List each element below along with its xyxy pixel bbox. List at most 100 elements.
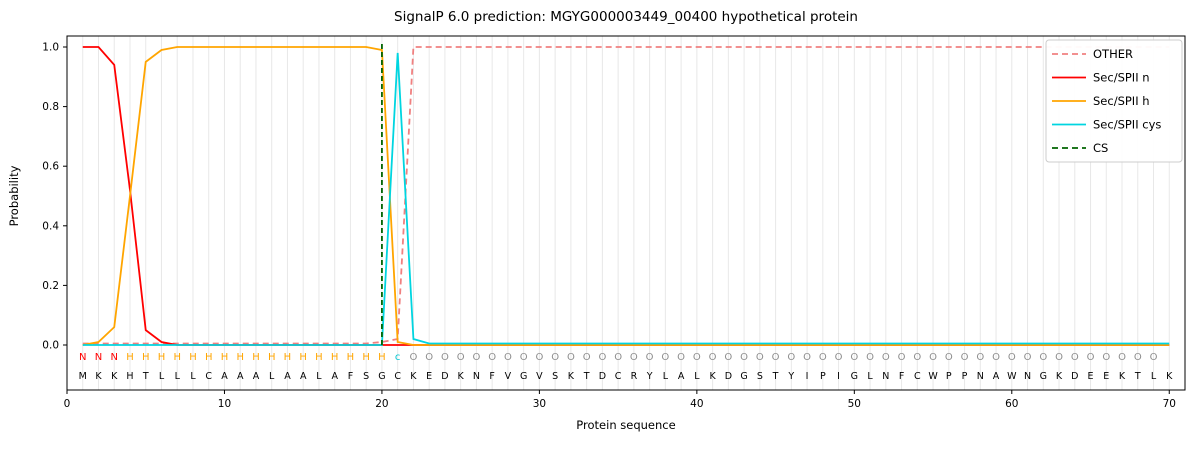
svg-text:F: F [899, 371, 904, 382]
svg-text:R: R [631, 371, 638, 382]
svg-text:O: O [488, 352, 496, 363]
svg-text:O: O [945, 352, 953, 363]
svg-text:O: O [929, 352, 937, 363]
legend: OTHER Sec/SPII n Sec/SPII h Sec/SPII cys CS [1045, 39, 1183, 163]
svg-text:10: 10 [218, 398, 231, 410]
svg-text:O: O [677, 352, 685, 363]
svg-text:O: O [1039, 352, 1047, 363]
svg-text:A: A [331, 371, 338, 382]
svg-text:O: O [1102, 352, 1110, 363]
svg-text:A: A [221, 371, 228, 382]
svg-text:H: H [221, 352, 229, 363]
svg-text:D: D [599, 371, 606, 382]
svg-text:N: N [110, 352, 117, 363]
svg-text:0.4: 0.4 [42, 220, 59, 232]
svg-text:OTHER: OTHER [1093, 47, 1133, 61]
svg-text:M: M [79, 371, 87, 382]
svg-text:O: O [472, 352, 480, 363]
svg-text:O: O [583, 352, 591, 363]
svg-text:P: P [946, 371, 952, 382]
svg-text:N: N [882, 371, 889, 382]
svg-text:Sec/SPII h: Sec/SPII h [1093, 94, 1150, 108]
grid-lines [82, 36, 1170, 390]
svg-text:O: O [661, 352, 669, 363]
svg-text:H: H [284, 352, 292, 363]
svg-text:O: O [1118, 352, 1126, 363]
svg-text:O: O [1008, 352, 1016, 363]
svg-text:O: O [425, 352, 433, 363]
svg-text:H: H [126, 352, 134, 363]
svg-text:O: O [1024, 352, 1032, 363]
svg-text:O: O [882, 352, 890, 363]
svg-text:F: F [348, 371, 353, 382]
svg-text:L: L [159, 371, 165, 382]
svg-text:O: O [772, 352, 780, 363]
svg-text:A: A [237, 371, 244, 382]
svg-text:H: H [173, 352, 181, 363]
svg-text:O: O [992, 352, 1000, 363]
svg-text:O: O [976, 352, 984, 363]
svg-text:H: H [378, 352, 386, 363]
svg-text:I: I [837, 371, 840, 382]
svg-text:O: O [740, 352, 748, 363]
x-axis-label: Protein sequence [576, 418, 676, 432]
svg-text:N: N [95, 352, 102, 363]
svg-text:G: G [378, 371, 385, 382]
svg-text:O: O [866, 352, 874, 363]
svg-text:O: O [803, 352, 811, 363]
svg-text:E: E [1088, 371, 1094, 382]
svg-text:A: A [678, 371, 685, 382]
svg-text:A: A [300, 371, 307, 382]
svg-text:O: O [1087, 352, 1095, 363]
svg-text:O: O [551, 352, 559, 363]
svg-text:L: L [316, 371, 322, 382]
svg-text:V: V [505, 371, 512, 382]
svg-text:0.0: 0.0 [42, 340, 59, 352]
svg-text:0.6: 0.6 [42, 161, 59, 173]
svg-text:F: F [489, 371, 494, 382]
svg-text:S: S [757, 371, 763, 382]
svg-text:Y: Y [787, 371, 794, 382]
svg-text:D: D [1071, 371, 1078, 382]
svg-text:K: K [95, 371, 102, 382]
svg-text:60: 60 [1005, 398, 1018, 410]
svg-text:O: O [457, 352, 465, 363]
series-lines [82, 46, 1170, 346]
svg-text:K: K [1056, 371, 1063, 382]
svg-text:I: I [806, 371, 809, 382]
svg-text:O: O [693, 352, 701, 363]
svg-text:O: O [409, 352, 417, 363]
svg-text:H: H [299, 352, 307, 363]
svg-text:K: K [458, 371, 465, 382]
svg-text:O: O [898, 352, 906, 363]
svg-text:L: L [663, 371, 669, 382]
svg-text:30: 30 [533, 398, 546, 410]
svg-text:H: H [236, 352, 244, 363]
svg-text:O: O [961, 352, 969, 363]
svg-text:O: O [819, 352, 827, 363]
series-line-other [82, 46, 1170, 345]
svg-text:G: G [520, 371, 527, 382]
svg-text:C: C [205, 371, 212, 382]
svg-text:T: T [1134, 371, 1141, 382]
series-line-sec-spii-cys [82, 52, 1170, 346]
svg-text:H: H [142, 352, 150, 363]
svg-text:O: O [724, 352, 732, 363]
svg-text:0.2: 0.2 [42, 280, 59, 292]
svg-text:H: H [347, 352, 355, 363]
svg-text:0.8: 0.8 [42, 101, 59, 113]
svg-text:K: K [568, 371, 575, 382]
svg-text:N: N [1024, 371, 1031, 382]
svg-text:O: O [1055, 352, 1063, 363]
svg-text:H: H [126, 371, 133, 382]
svg-text:O: O [835, 352, 843, 363]
svg-text:H: H [158, 352, 166, 363]
svg-text:N: N [79, 352, 86, 363]
svg-text:O: O [1071, 352, 1079, 363]
svg-text:H: H [331, 352, 339, 363]
svg-text:L: L [694, 371, 700, 382]
svg-text:O: O [598, 352, 606, 363]
